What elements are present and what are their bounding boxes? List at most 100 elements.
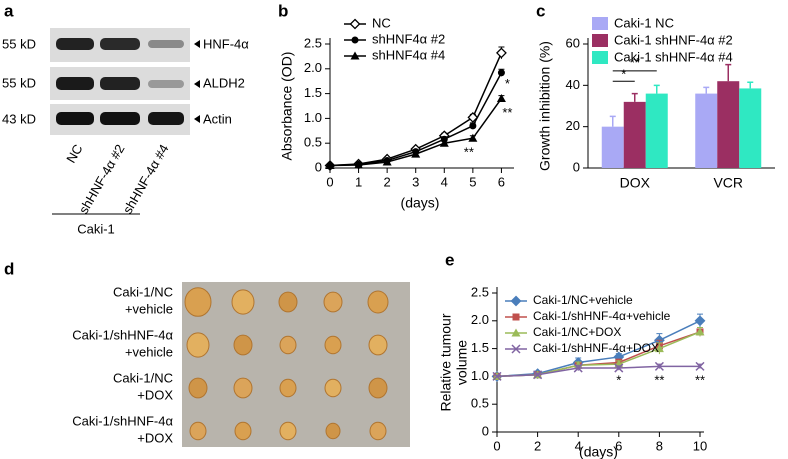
size-label: 43 kD [2, 111, 36, 126]
row-label: Caki-1/shHNF-4α [72, 327, 173, 342]
marker [497, 69, 505, 77]
x-axis-label: (days) [579, 444, 618, 459]
y-tick-label: 0.5 [304, 135, 322, 150]
x-tick-label: 4 [441, 174, 448, 189]
y-tick-label: 1.0 [304, 110, 322, 125]
tumor [368, 334, 388, 356]
marker [695, 361, 705, 371]
tumor [234, 421, 252, 441]
marker [694, 315, 706, 327]
legend-label: Caki-1 NC [614, 15, 674, 30]
row-label: Caki-1/NC [113, 370, 173, 385]
tumor [368, 377, 388, 399]
legend-marker [350, 51, 360, 60]
y-axis-label: volume [454, 340, 470, 385]
legend-marker [351, 36, 359, 44]
legend-label: shHNF4α #4 [372, 47, 445, 62]
band [56, 112, 94, 125]
arrow [194, 80, 200, 88]
x-tick-label: 8 [656, 438, 663, 453]
panel-letter: b [278, 1, 288, 20]
tumor [189, 421, 207, 441]
band [56, 77, 94, 90]
band [148, 112, 184, 125]
blot [50, 28, 190, 135]
protein-label: ALDH2 [203, 75, 245, 90]
marker [439, 138, 449, 147]
row-label: +DOX [137, 430, 173, 445]
annotation: ** [654, 372, 664, 387]
y-tick-label: 2.5 [471, 284, 489, 299]
bar [623, 101, 646, 168]
tumor [279, 421, 297, 441]
x-tick-label: 1 [355, 174, 362, 189]
tumor [188, 377, 208, 399]
arrow [194, 115, 200, 123]
bar [739, 88, 762, 168]
row-label: +vehicle [125, 301, 173, 316]
tumor [323, 291, 343, 313]
annotation: * [621, 66, 626, 81]
legend-label: Caki-1 shHNF-4α #2 [614, 32, 733, 47]
tumor [231, 289, 255, 315]
x-tick-label: 6 [615, 438, 622, 453]
tumor [324, 335, 342, 355]
x-tick-label: 0 [493, 438, 500, 453]
legend-marker [511, 328, 521, 337]
marker [492, 371, 502, 381]
band [100, 77, 140, 90]
y-tick-label: 40 [566, 77, 580, 92]
marker [411, 149, 421, 158]
annotation: ** [464, 145, 474, 160]
legend-marker [511, 344, 521, 354]
error-bar [747, 81, 754, 89]
tumor [279, 378, 297, 398]
tumor [369, 421, 387, 441]
x-axis-label: (days) [401, 195, 440, 211]
lane-label: shHNF-4α #2 [76, 142, 128, 217]
bracket [612, 70, 657, 82]
tumor [367, 290, 389, 314]
marker [573, 363, 583, 373]
marker [469, 122, 477, 130]
legend-swatch [592, 34, 608, 47]
y-tick-label: 0 [573, 159, 580, 174]
error-bar [631, 92, 638, 102]
y-tick-label: 60 [566, 35, 580, 50]
marker [468, 133, 478, 142]
marker [382, 157, 392, 166]
error-bar [609, 115, 616, 127]
y-tick-label: 2.0 [471, 312, 489, 327]
annotation: ** [502, 105, 512, 120]
y-tick-label: 0 [315, 159, 322, 174]
y-axis-label: Absorbance (OD) [279, 52, 295, 161]
legend-label: Caki-1/shHNF-4α+vehicle [533, 309, 671, 323]
marker [496, 47, 507, 59]
panel-letter: c [536, 1, 545, 20]
annotation: * [505, 76, 510, 91]
legend-label: Caki-1/NC+DOX [533, 325, 621, 339]
lane-label: shHNF-4α #4 [120, 142, 172, 217]
y-tick-label: 1.0 [471, 368, 489, 383]
band [56, 38, 94, 50]
legend-label: Caki-1/shHNF-4α+DOX [533, 341, 659, 355]
panel-letter: e [445, 250, 454, 269]
row-label: Caki-1/shHNF-4α [72, 413, 173, 428]
band [148, 80, 184, 88]
legend-label: NC [372, 15, 391, 30]
band [100, 112, 140, 125]
marker [695, 327, 705, 336]
marker [496, 94, 506, 103]
tumor [186, 332, 210, 358]
tumor [233, 377, 253, 399]
marker [654, 344, 664, 353]
y-axis-label: Growth inhibition (%) [537, 41, 553, 171]
size-label: 55 kD [2, 36, 36, 51]
x-tick-label: 3 [412, 174, 419, 189]
panel-letter: a [4, 1, 14, 20]
group-label: Caki-1 [77, 221, 115, 236]
legend-swatch [592, 51, 608, 64]
x-tick-label: 0 [326, 174, 333, 189]
lane-label: NC [63, 142, 85, 166]
